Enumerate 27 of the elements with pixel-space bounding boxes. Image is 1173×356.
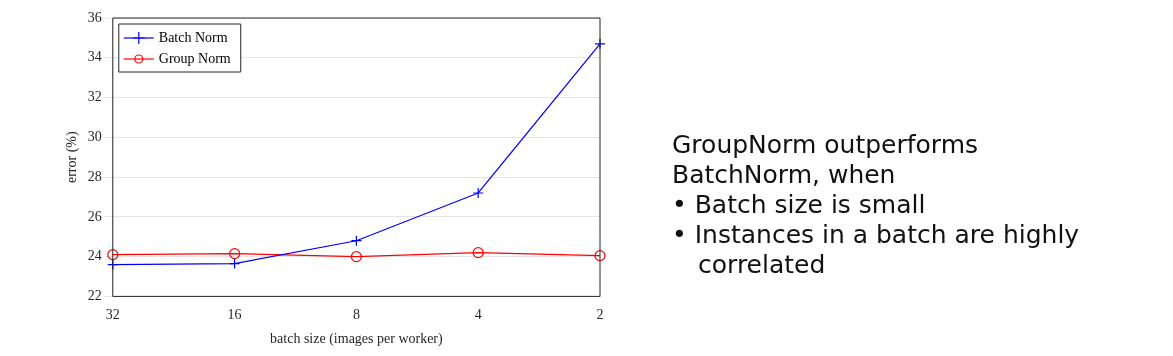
y-tick-label: 36 — [87, 9, 102, 25]
x-tick-label: 8 — [352, 307, 360, 323]
point — [472, 247, 484, 259]
legend-label: Batch Norm — [158, 29, 228, 45]
x-tick-label: 2 — [596, 307, 604, 323]
text: • Batch size is small — [672, 190, 927, 220]
text: • Instances in a batch are highly correlated — [672, 220, 1081, 280]
x-axis-title: batch size (images per worker) — [270, 331, 444, 348]
y-tick-label: 32 — [87, 89, 102, 105]
y-tick-label: 28 — [87, 168, 102, 184]
x-tick-label: 32 — [105, 307, 120, 323]
y-tick-label: 34 — [87, 49, 102, 65]
y-tick-label: 26 — [87, 208, 102, 224]
text: GroupNorm outperforms BatchNorm, when — [672, 130, 980, 190]
point — [350, 251, 362, 263]
x-tick-label: 16 — [227, 307, 242, 323]
y-tick-label: 24 — [87, 248, 102, 264]
y-axis-title: error (%) — [64, 131, 81, 184]
point — [350, 235, 362, 247]
point — [594, 250, 606, 262]
y-tick-label: 22 — [87, 288, 102, 304]
x-tick-label: 4 — [474, 307, 482, 323]
point — [229, 257, 241, 270]
point — [472, 187, 484, 199]
legend-label: Group Norm — [158, 50, 231, 66]
point — [229, 248, 241, 260]
y-tick-label: 30 — [87, 128, 102, 144]
